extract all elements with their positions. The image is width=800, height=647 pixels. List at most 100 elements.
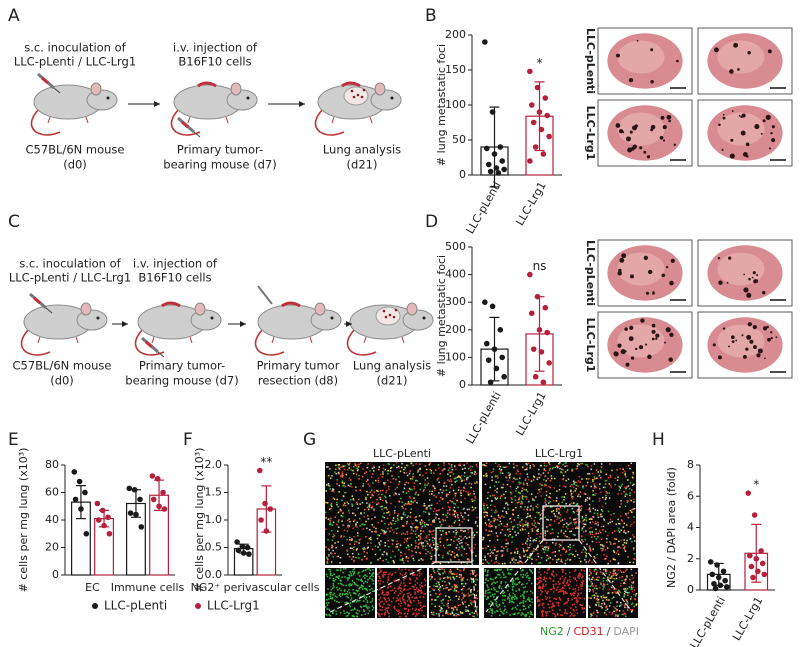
stain <box>422 505 425 507</box>
stain <box>325 593 328 596</box>
stain <box>591 540 594 543</box>
stain <box>403 612 406 615</box>
stain <box>383 516 386 519</box>
stain <box>618 590 621 593</box>
stain <box>416 582 419 584</box>
stain <box>550 588 553 591</box>
stain <box>396 527 399 529</box>
stain <box>419 584 421 586</box>
stain <box>595 477 597 480</box>
stain <box>339 595 342 598</box>
stain <box>547 519 549 521</box>
stain <box>417 589 420 591</box>
stain <box>523 590 526 593</box>
stain <box>333 534 336 537</box>
stain <box>418 572 421 574</box>
stain <box>349 479 352 481</box>
stain <box>415 479 417 482</box>
stain <box>457 613 459 616</box>
stain <box>536 597 538 599</box>
stain <box>472 559 474 562</box>
lung-focus <box>762 291 766 295</box>
stain <box>404 584 407 586</box>
stain <box>605 606 607 609</box>
stain <box>585 514 587 517</box>
stain <box>516 604 519 607</box>
stain <box>467 528 469 531</box>
stain <box>524 554 527 556</box>
stain <box>540 586 542 588</box>
data-point <box>150 496 157 503</box>
stain <box>623 604 626 607</box>
stain <box>422 530 425 533</box>
stain <box>349 592 351 594</box>
stain <box>375 530 377 533</box>
lung-focus <box>737 68 740 71</box>
stain <box>616 592 618 594</box>
stain <box>611 591 614 594</box>
stain <box>409 600 411 602</box>
stain <box>518 556 521 558</box>
stain <box>607 562 609 565</box>
stain <box>366 601 369 604</box>
stain <box>356 599 359 601</box>
lung-focus <box>629 130 633 134</box>
stain <box>496 475 499 477</box>
stain <box>585 556 587 558</box>
stain <box>582 487 584 489</box>
stain <box>572 592 575 594</box>
stain <box>327 548 330 550</box>
stain <box>519 581 521 583</box>
stain <box>581 535 583 537</box>
stain <box>430 530 432 533</box>
stain <box>406 592 409 595</box>
stain <box>521 497 523 499</box>
stain <box>420 592 422 594</box>
stain <box>553 597 556 600</box>
stain <box>574 577 576 579</box>
stain <box>494 546 496 549</box>
mouse-ear <box>194 302 206 316</box>
stain <box>603 612 606 614</box>
stain <box>346 577 348 579</box>
stain <box>389 481 392 483</box>
stain <box>524 615 527 618</box>
stain <box>574 555 576 558</box>
lung-focus <box>661 273 666 278</box>
stain <box>339 582 342 585</box>
stain <box>380 596 382 599</box>
stain <box>354 524 357 526</box>
stain <box>424 479 427 481</box>
stain <box>584 493 587 495</box>
stain <box>597 576 600 579</box>
stain <box>608 588 610 591</box>
lung-focus <box>731 340 735 343</box>
stain <box>513 561 515 563</box>
stain <box>378 572 380 574</box>
stain <box>633 507 636 510</box>
stain <box>516 583 518 586</box>
data-point <box>105 514 111 521</box>
stain <box>562 469 564 471</box>
stain <box>491 525 493 527</box>
stain <box>512 580 515 582</box>
stain <box>485 547 487 549</box>
lung-focus <box>741 334 744 337</box>
stain <box>326 556 328 559</box>
stain <box>353 546 355 549</box>
stain <box>558 602 560 604</box>
stain <box>356 613 359 615</box>
stain <box>491 612 494 615</box>
stain <box>327 598 330 600</box>
syringe-fluid <box>33 296 41 305</box>
stain <box>591 584 593 586</box>
stain <box>523 483 525 486</box>
stain <box>388 523 390 526</box>
stain <box>395 600 398 602</box>
stain <box>547 472 549 474</box>
stain <box>432 536 434 539</box>
stain <box>624 505 627 507</box>
lung-focus <box>765 114 771 120</box>
stain <box>431 539 434 542</box>
zoom-line <box>471 561 477 613</box>
